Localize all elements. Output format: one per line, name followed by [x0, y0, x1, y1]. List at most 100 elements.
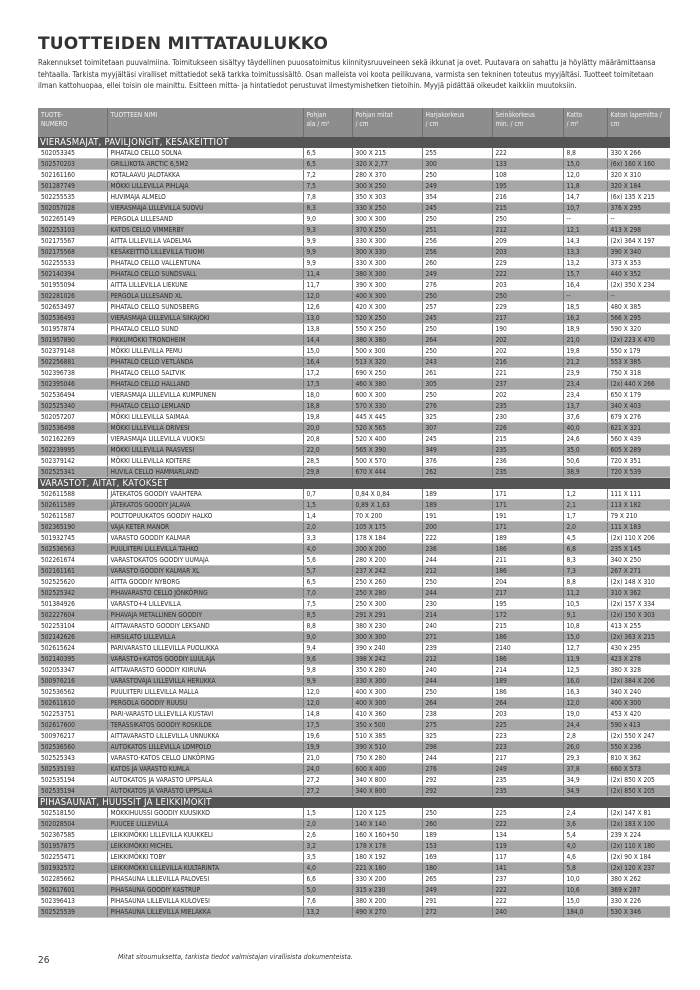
cell-floor-dimensions: 750 X 280 [352, 752, 423, 764]
cell-wall-height: 186 [492, 565, 564, 577]
cell-roof-dimensions: (2x) 350 X 234 [607, 279, 670, 291]
cell-roof-dimensions: (2x) 150 X 303 [607, 609, 670, 621]
cell-ridge-height: 307 [422, 422, 493, 434]
cell-ridge-height: 250 [422, 389, 493, 401]
cell-floor-area: 20,0 [303, 422, 353, 434]
cell-product-name: PIHATALO CELLO VALLENTUNA [107, 257, 304, 269]
cell-ridge-height: 256 [422, 246, 493, 258]
cell-roof-dimensions: 720 X 351 [607, 455, 670, 467]
cell-roof-dimensions: 239 X 224 [607, 829, 670, 841]
cell-floor-dimensions: 390 x 240 [352, 642, 423, 654]
cell-product-number: 501957890 [38, 334, 108, 346]
cell-roof-dimensions: 340 X 250 [607, 554, 670, 566]
cell-wall-height: 202 [492, 389, 564, 401]
cell-ridge-height: 260 [422, 257, 493, 269]
cell-roof-area: 34,9 [563, 774, 608, 786]
cell-product-number: 502365190 [38, 521, 108, 533]
section-title: PIHASAUNAT, HUUSSIT JA LEIKKIMÖKIT [38, 796, 670, 808]
cell-product-number: 502028504 [38, 818, 108, 830]
cell-product-name: KATOS CELLO VIMMERBY [107, 224, 304, 236]
cell-roof-dimensions: 330 X 266 [607, 148, 670, 159]
cell-product-name: PIHATALO CELLO SOLNA [107, 148, 304, 159]
cell-roof-dimensions: 235 X 145 [607, 543, 670, 555]
table-row: 502535194 AUTOKATOS JA VARASTO UPPSALA 27,… [38, 774, 670, 786]
cell-product-number: 502161161 [38, 565, 108, 577]
table-row: 502525620 AITTA GOODIY NYBORG 6,5 250 X 260… [38, 576, 670, 588]
cell-product-name: AITTAVARASTO GOODIY KIIRUNA [107, 664, 304, 676]
cell-ridge-height: 214 [422, 609, 493, 621]
cell-roof-dimensions: 679 X 276 [607, 411, 670, 423]
cell-product-number: 502525341 [38, 466, 108, 478]
cell-ridge-height: 292 [422, 785, 493, 797]
table-row: 502285662 PIHASAUNA LILLEVILLA PALOVESI 6,… [38, 873, 670, 885]
cell-wall-height: 186 [492, 631, 564, 643]
cell-ridge-height: 255 [422, 148, 493, 159]
cell-floor-area: 7,5 [303, 598, 353, 610]
table-row: 501957874 PIHATALO CELLO SUND 13,8 550 X 25… [38, 323, 670, 335]
cell-ridge-height: 230 [422, 598, 493, 610]
cell-floor-dimensions: 280 X 370 [352, 169, 423, 181]
cell-floor-area: 13,0 [303, 312, 353, 324]
table-row: 502536563 PUULIITERI LILLEVILLA TAHKO 4,0 2… [38, 543, 670, 555]
cell-product-number: 501957875 [38, 840, 108, 852]
section-header-row: VARASTOT, AITAT, KATOKSET [38, 477, 670, 489]
cell-product-number: 502253103 [38, 224, 108, 236]
cell-wall-height: 229 [492, 301, 564, 313]
cell-wall-height: 235 [492, 444, 564, 456]
cell-product-name: AITTA GOODIY NYBORG [107, 576, 304, 588]
cell-product-number: 502536562 [38, 686, 108, 698]
table-row: 501287749 MÖKKI LILLEVILLA PIHLAJA 7,5 300 … [38, 180, 670, 192]
cell-floor-area: 9,9 [303, 246, 353, 258]
product-measurement-table: TUOTE- NUMERO TUOTTEEN NIMI Pohjan ala /… [38, 108, 670, 918]
cell-roof-area: 12,7 [563, 642, 608, 654]
cell-product-number: 502253104 [38, 620, 108, 632]
cell-wall-height: 226 [492, 422, 564, 434]
cell-product-number: 502611589 [38, 499, 108, 511]
table-row: 502028504 PUUCEE LILLEVILLA 2,0 140 X 140 26… [38, 818, 670, 830]
cell-product-number: 501955094 [38, 279, 108, 291]
cell-ridge-height: 354 [422, 191, 493, 203]
table-row: 502175567 AITTA LILLEVILLA VADELMA 9,9 330 … [38, 235, 670, 247]
cell-wall-height: 119 [492, 840, 564, 852]
cell-floor-dimensions: 670 X 444 [352, 466, 423, 478]
cell-product-number: 502525340 [38, 400, 108, 412]
cell-product-name: PUULIITERI LILLEVILLA TAHKO [107, 543, 304, 555]
cell-ridge-height: 250 [422, 576, 493, 588]
cell-product-name: VARASTOVAJA LILLEVILLA HERUKKA [107, 675, 304, 687]
cell-product-number: 502611588 [38, 489, 108, 500]
cell-floor-dimensions: 330 X 200 [352, 873, 423, 885]
table-row: 502617600 TERASSIKATOS GOODIY ROSKILDE 17,… [38, 719, 670, 731]
cell-floor-area: 9,3 [303, 224, 353, 236]
cell-floor-area: 22,0 [303, 444, 353, 456]
cell-floor-area: 9,6 [303, 653, 353, 665]
cell-ridge-height: 189 [422, 489, 493, 500]
table-row: 502175568 KESÄKEITTIÖ LILLEVILLA TUOMI 9,9… [38, 246, 670, 258]
cell-roof-dimensions: (2x) 384 X 206 [607, 675, 670, 687]
cell-product-name: HUVIMAJA ALMELO [107, 191, 304, 203]
cell-product-number: 502142626 [38, 631, 108, 643]
cell-floor-area: 11,4 [303, 268, 353, 280]
cell-wall-height: 189 [492, 532, 564, 544]
cell-floor-area: 8,3 [303, 202, 353, 214]
cell-floor-dimensions: 300 X 300 [352, 213, 423, 225]
cell-floor-dimensions: 400 X 300 [352, 697, 423, 709]
cell-floor-dimensions: 237 X 242 [352, 565, 423, 577]
cell-roof-dimensions: 810 X 362 [607, 752, 670, 764]
cell-wall-height: 264 [492, 697, 564, 709]
cell-floor-dimensions: 500 x 300 [352, 345, 423, 357]
cell-ridge-height: 276 [422, 279, 493, 291]
cell-product-number: 502379142 [38, 455, 108, 467]
table-row: 502611610 PERGOLA GOODIY RUUSU 12,0 400 X 3… [38, 697, 670, 709]
col-header-roof-dimensions: Katon lapemitta / cm [607, 108, 670, 137]
cell-ridge-height: 245 [422, 433, 493, 445]
table-row: 502057028 VIERASMAJA LILLEVILLA SUOVU 8,3 3… [38, 202, 670, 214]
cell-roof-area: 16,3 [563, 686, 608, 698]
cell-product-name: PARIVARASTO LILLEVILLA PUOLUKKA [107, 642, 304, 654]
cell-product-name: HUVILA CELLO HAMMARLAND [107, 466, 304, 478]
cell-roof-dimensions: 320 X 310 [607, 169, 670, 181]
cell-roof-area: 15,0 [563, 158, 608, 170]
cell-wall-height: 202 [492, 345, 564, 357]
cell-roof-area: 34,9 [563, 785, 608, 797]
cell-floor-area: 7,6 [303, 895, 353, 907]
cell-roof-dimensions: 340 X 240 [607, 686, 670, 698]
